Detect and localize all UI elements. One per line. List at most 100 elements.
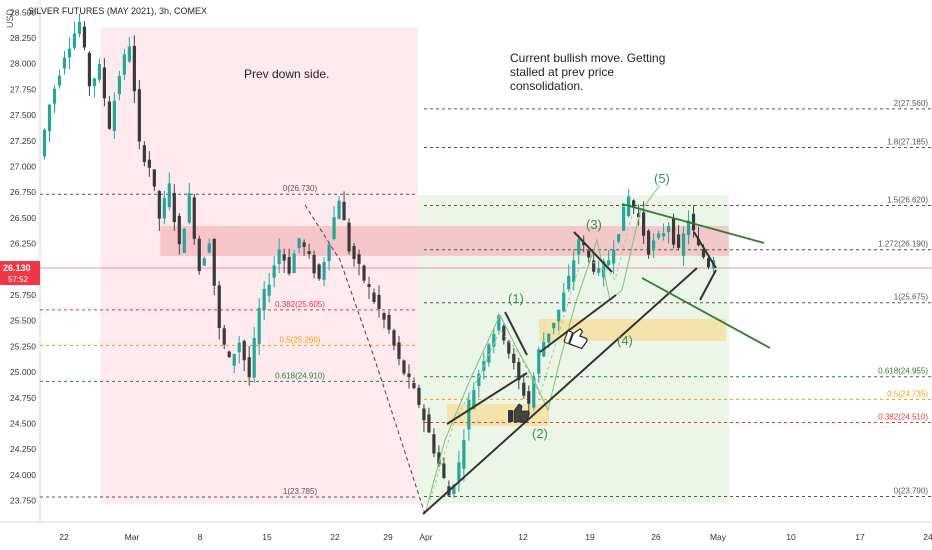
- fib-right-label: 1.8(27.185): [887, 137, 928, 146]
- candle-body: [87, 52, 92, 87]
- wave-label-1: (1): [508, 291, 524, 306]
- y-tick-label: 28.250: [10, 33, 36, 43]
- candle-body: [582, 242, 586, 246]
- bullish-note-line-3: consolidation.: [510, 79, 583, 93]
- price-tag-value: 26.130: [3, 263, 31, 273]
- candle-body: [62, 57, 67, 69]
- y-tick-label: 25.500: [10, 316, 36, 326]
- wave-label-5: (5): [654, 171, 670, 186]
- y-tick-label: 27.750: [10, 84, 36, 94]
- x-tick-label: 29: [383, 532, 393, 542]
- fib-right-label: 1(25.675): [894, 293, 929, 302]
- fib-left-label: 1(23.785): [283, 487, 318, 496]
- candle-body: [152, 169, 156, 187]
- candle-body: [142, 145, 146, 163]
- candle-body: [647, 230, 651, 255]
- candle-body: [182, 228, 186, 253]
- wave-label-4: (4): [617, 333, 633, 348]
- candle-body: [107, 101, 111, 129]
- candle-body: [427, 414, 431, 433]
- candle-body: [267, 284, 271, 296]
- candle-body: [372, 292, 376, 302]
- candle-body: [622, 206, 626, 231]
- candle-body: [437, 452, 441, 465]
- candle-body: [47, 104, 52, 132]
- candle-body: [167, 183, 171, 208]
- candle-body: [577, 239, 581, 255]
- y-tick-label: 24.000: [10, 470, 36, 480]
- candle-body: [147, 159, 151, 168]
- fib-left-label: 0.382(25.605): [275, 300, 325, 309]
- candle-body: [557, 309, 561, 322]
- candle-body: [587, 250, 591, 258]
- y-tick-label: 24.250: [10, 444, 36, 454]
- candle-body: [207, 243, 211, 253]
- candle-body: [617, 234, 621, 242]
- candle-body: [332, 217, 336, 239]
- y-tick-label: 25.250: [10, 341, 36, 351]
- candle-body: [532, 377, 536, 408]
- wedge-lower-line: [699, 269, 717, 301]
- candle-body: [367, 284, 371, 288]
- wave4-lower-channel: [539, 294, 617, 353]
- fib-left-label: 0(26.730): [283, 184, 318, 193]
- y-tick-label: 27.250: [10, 136, 36, 146]
- y-tick-label: 26.750: [10, 187, 36, 197]
- candle-body: [522, 382, 526, 396]
- bullish-note-line-1: Current bullish move. Getting: [510, 51, 665, 65]
- x-tick-label: 17: [855, 532, 865, 542]
- candle-body: [172, 192, 176, 223]
- candle-body: [527, 391, 531, 404]
- x-tick-label: Apr: [419, 532, 432, 542]
- candle-body: [467, 399, 471, 430]
- x-tick-label: 26: [651, 532, 661, 542]
- price-tag: 26.130 57:52: [0, 261, 40, 285]
- fib-right-label: 0.382(24.510): [878, 412, 928, 421]
- candle-body: [691, 213, 696, 231]
- wave-label-3: (3): [586, 217, 602, 232]
- candle-body: [487, 344, 491, 363]
- candle-body: [282, 254, 286, 261]
- fib-right-label: 0.5(24.735): [887, 389, 928, 398]
- candle-body: [137, 89, 141, 142]
- candle-body: [597, 268, 601, 273]
- y-tick-label: 25.000: [10, 367, 36, 377]
- candle-body: [562, 292, 566, 312]
- candle-body: [127, 46, 131, 62]
- candle-body: [706, 258, 711, 268]
- candle-body: [327, 244, 331, 262]
- candle-body: [462, 439, 466, 469]
- x-tick-label: Mar: [125, 532, 140, 542]
- bullish-note-line-2: stalled at prev price: [510, 65, 614, 79]
- candle-body: [212, 238, 216, 286]
- candle-body: [312, 254, 316, 274]
- candle-body: [671, 217, 676, 245]
- candle-body: [407, 373, 411, 378]
- candle-body: [97, 64, 102, 80]
- candle-body: [242, 340, 246, 361]
- candle-body: [417, 387, 421, 405]
- wave-labels: (1) (2) (3) (4) (5): [508, 171, 670, 441]
- candle-body: [297, 238, 301, 249]
- candle-body: [661, 233, 666, 237]
- candle-body: [387, 314, 391, 330]
- currency-label: USD: [5, 8, 15, 28]
- candle-body: [272, 265, 276, 278]
- wave1-channel: [504, 311, 528, 356]
- y-tick-label: 26.500: [10, 213, 36, 223]
- candle-body: [57, 75, 62, 86]
- fib-left-label: 0.618(24.910): [275, 371, 325, 380]
- candle-body: [237, 342, 241, 353]
- candle-body: [362, 265, 366, 281]
- candle-body: [457, 462, 461, 481]
- elliott-wave-path: [424, 184, 661, 515]
- fib-left-label: 0.5(25.260): [280, 335, 321, 344]
- candle-body: [227, 351, 231, 358]
- candle-body: [42, 129, 47, 157]
- candle-body: [112, 100, 116, 131]
- candle-body: [177, 215, 181, 245]
- candle-body: [382, 313, 386, 320]
- candle-body: [247, 357, 251, 378]
- candle-body: [656, 233, 661, 238]
